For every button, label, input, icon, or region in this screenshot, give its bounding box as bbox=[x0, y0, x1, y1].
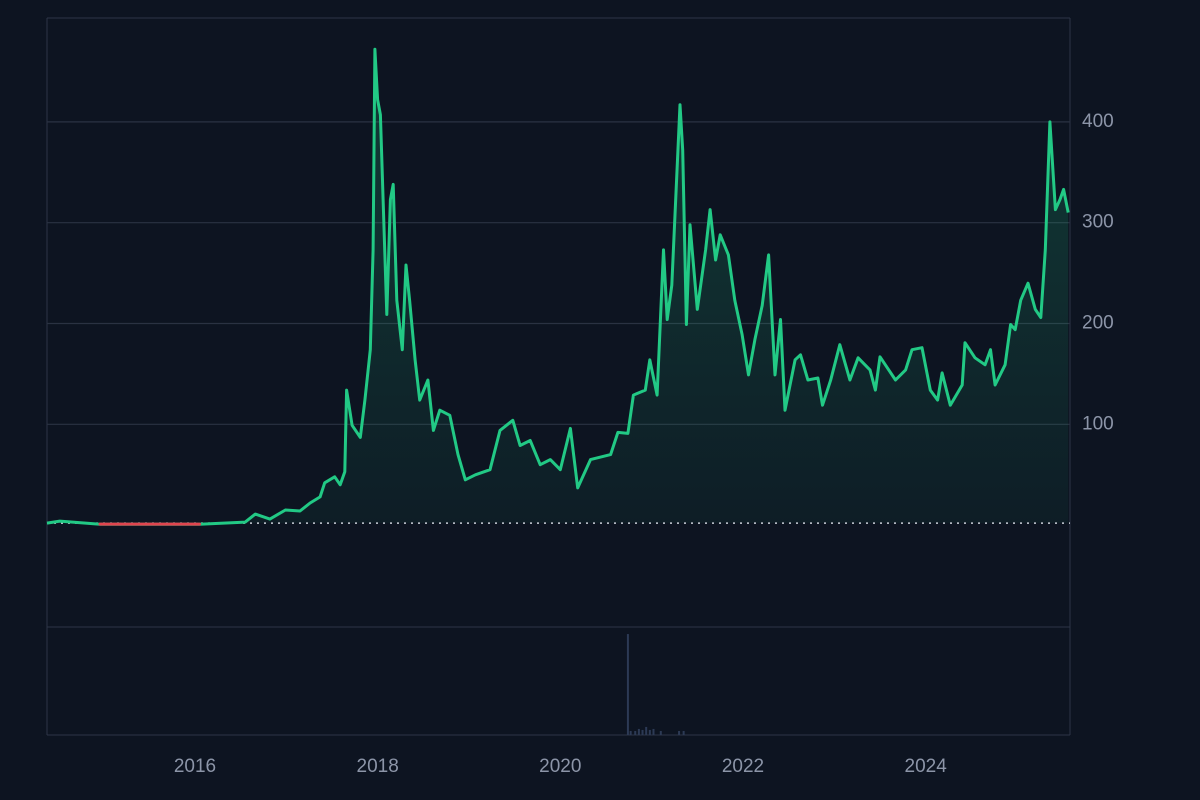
x-tick-label: 2022 bbox=[722, 756, 764, 777]
volume-bar bbox=[659, 730, 662, 735]
x-tick-label: 2016 bbox=[174, 756, 216, 777]
volume-bar bbox=[641, 729, 644, 735]
y-tick-label: 300 bbox=[1082, 212, 1114, 233]
y-tick-label: 400 bbox=[1082, 111, 1114, 132]
volume-bar bbox=[678, 730, 681, 735]
y-tick-label: 100 bbox=[1082, 413, 1114, 434]
y-tick-label: 200 bbox=[1082, 313, 1114, 334]
volume-bar bbox=[637, 728, 640, 735]
volume-bar bbox=[682, 730, 685, 735]
volume-bar bbox=[629, 730, 632, 735]
x-tick-label: 2024 bbox=[905, 756, 948, 777]
volume-bar bbox=[652, 728, 655, 735]
price-area bbox=[47, 49, 1069, 525]
volume-bar bbox=[645, 726, 648, 735]
volume-bar bbox=[648, 729, 651, 735]
volume-bar bbox=[634, 730, 637, 735]
x-tick-label: 2018 bbox=[357, 756, 399, 777]
frame bbox=[46, 17, 1071, 736]
x-tick-label: 2020 bbox=[539, 756, 581, 777]
price-line bbox=[46, 47, 1070, 526]
volume-bar bbox=[626, 634, 629, 735]
